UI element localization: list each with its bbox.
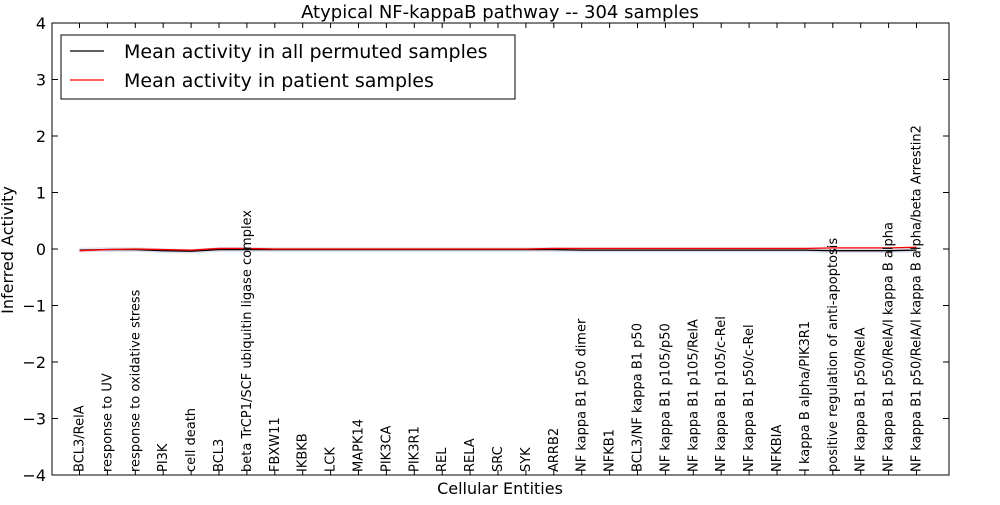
x-axis-labels: BCL3/RelA response to UV response to oxida… xyxy=(73,23,925,475)
x-category-label: NF kappa B1 p50/RelA xyxy=(854,327,869,472)
legend-box xyxy=(60,34,516,100)
x-category-label: LCK xyxy=(324,447,339,472)
x-category-label: IKBKB xyxy=(296,433,311,472)
chart-title: Atypical NF-kappaB pathway -- 304 sample… xyxy=(301,2,699,23)
y-axis-title: Inferred Activity xyxy=(0,186,17,314)
x-category-label: NF kappa B1 p50/c-Rel xyxy=(742,324,757,472)
y-tick-label: −3 xyxy=(22,410,46,429)
y-tick-label: 3 xyxy=(36,71,46,90)
x-category-label: PIK3CA xyxy=(379,425,394,472)
x-category-label: ARRB2 xyxy=(547,428,562,472)
x-category-label: positive regulation of anti-apoptosis xyxy=(826,238,841,472)
x-category-label: NF kappa B1 p50 dimer xyxy=(575,318,590,472)
x-category-label: SRC xyxy=(491,446,506,472)
x-category-label: MAPK14 xyxy=(352,419,367,472)
x-category-label: beta TrCP1/SCF ubiquitin ligase complex xyxy=(240,210,255,472)
series-line-patient xyxy=(79,246,917,252)
y-axis: −4 −3 −2 −1 0 1 2 3 4 xyxy=(22,14,949,485)
legend-label-patient: Mean activity in patient samples xyxy=(124,70,434,92)
y-tick-label: 2 xyxy=(36,127,46,146)
x-category-label: NF kappa B1 p50/RelA/I kappa B alpha/bet… xyxy=(910,125,925,472)
x-category-label: SYK xyxy=(519,447,534,472)
y-tick-label: −1 xyxy=(22,297,46,316)
x-category-label: NF kappa B1 p105/RelA xyxy=(686,319,701,472)
x-category-label: NFKBIA xyxy=(770,425,785,472)
x-category-label: NF kappa B1 p105/c-Rel xyxy=(714,316,729,472)
x-category-label: PI3K xyxy=(156,443,171,472)
x-category-label: response to UV xyxy=(100,373,115,472)
x-category-label: NF kappa B1 p105/p50 xyxy=(658,323,673,472)
y-tick-label: 4 xyxy=(36,14,46,33)
x-category-label: BCL3/RelA xyxy=(73,405,88,472)
x-category-label: BCL3 xyxy=(212,439,227,472)
x-category-label: FBXW11 xyxy=(268,417,283,472)
x-category-label: NF kappa B1 p50/RelA/I kappa B alpha xyxy=(882,222,897,472)
x-axis-title: Cellular Entities xyxy=(437,479,563,498)
x-category-label: response to oxidative stress xyxy=(128,289,143,472)
x-category-label: REL xyxy=(435,447,450,472)
y-tick-label: −2 xyxy=(22,353,46,372)
x-category-label: PIK3R1 xyxy=(407,426,422,472)
legend-label-permuted: Mean activity in all permuted samples xyxy=(124,41,487,63)
y-tick-label: −4 xyxy=(22,466,46,485)
series-layer xyxy=(79,246,917,252)
legend: Mean activity in all permuted samples Me… xyxy=(60,34,516,100)
x-category-label: cell death xyxy=(184,408,199,472)
x-category-label: BCL3/NF kappa B1 p50 xyxy=(631,323,646,472)
x-category-label: RELA xyxy=(463,438,478,472)
x-category-label: I kappa B alpha/PIK3R1 xyxy=(798,321,813,472)
y-tick-label: 1 xyxy=(36,184,46,203)
x-category-label: NFKB1 xyxy=(603,429,618,472)
y-tick-label: 0 xyxy=(36,240,46,259)
